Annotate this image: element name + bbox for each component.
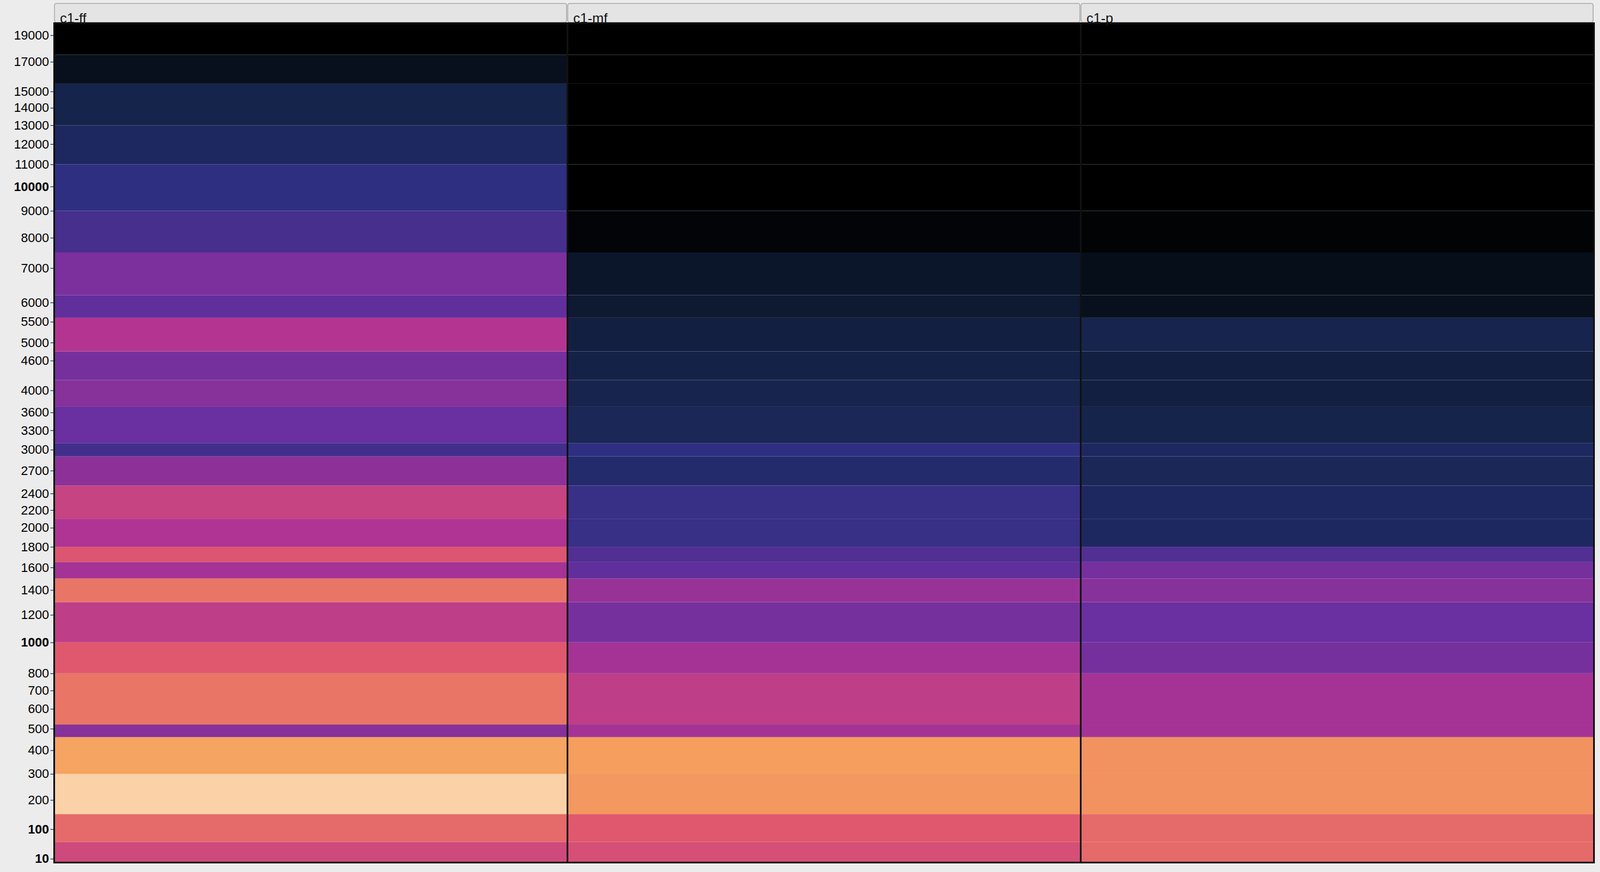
svg-text:2700: 2700	[21, 463, 50, 478]
svg-text:14000: 14000	[13, 100, 49, 115]
svg-text:4000: 4000	[21, 383, 50, 398]
svg-text:c1-mf: c1-mf	[573, 10, 608, 26]
svg-text:300: 300	[28, 766, 50, 781]
svg-text:c1-ff: c1-ff	[60, 10, 88, 26]
svg-text:2400: 2400	[21, 486, 50, 501]
svg-text:9000: 9000	[21, 203, 50, 218]
svg-text:2000: 2000	[21, 520, 50, 535]
svg-text:3000: 3000	[21, 442, 50, 457]
svg-text:500: 500	[28, 721, 50, 736]
svg-text:17000: 17000	[13, 54, 49, 69]
svg-text:5000: 5000	[21, 335, 50, 350]
svg-text:100: 100	[28, 821, 50, 837]
svg-text:800: 800	[28, 665, 50, 681]
svg-text:1400: 1400	[21, 582, 50, 597]
svg-text:8000: 8000	[21, 230, 50, 245]
svg-text:6000: 6000	[21, 295, 50, 310]
svg-text:400: 400	[28, 742, 50, 757]
svg-text:10000: 10000	[13, 179, 49, 194]
svg-text:5500: 5500	[21, 314, 50, 329]
svg-text:11000: 11000	[14, 157, 50, 172]
svg-text:1200: 1200	[21, 607, 50, 622]
svg-text:1000: 1000	[21, 634, 50, 650]
svg-text:600: 600	[28, 701, 50, 716]
svg-text:1600: 1600	[21, 560, 50, 575]
svg-text:3300: 3300	[21, 423, 50, 438]
svg-text:3600: 3600	[21, 404, 50, 420]
svg-text:12000: 12000	[13, 137, 49, 152]
svg-text:200: 200	[28, 792, 50, 807]
svg-text:c1-p: c1-p	[1086, 10, 1114, 26]
svg-text:4600: 4600	[21, 353, 50, 368]
svg-text:10: 10	[34, 851, 49, 866]
svg-text:13000: 13000	[13, 118, 49, 133]
svg-text:1800: 1800	[21, 539, 50, 554]
svg-text:15000: 15000	[13, 84, 49, 99]
svg-text:19000: 19000	[13, 28, 49, 43]
svg-text:700: 700	[28, 683, 50, 698]
svg-text:2200: 2200	[21, 502, 50, 518]
svg-text:7000: 7000	[21, 260, 50, 276]
